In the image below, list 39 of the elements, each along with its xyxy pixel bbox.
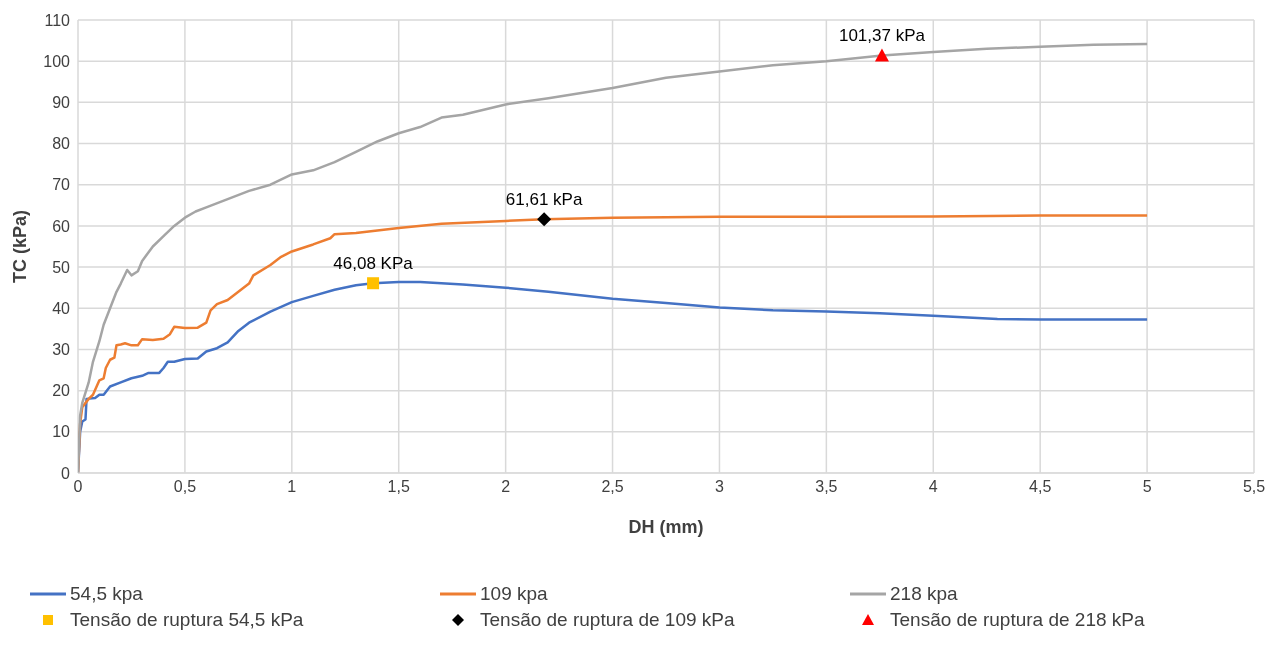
y-tick-label: 60 (52, 217, 71, 235)
data-label: 61,61 kPa (505, 189, 583, 209)
y-tick-label: 110 (44, 11, 71, 29)
legend-label: 109 kpa (480, 583, 548, 605)
y-tick-label: 30 (52, 341, 71, 359)
x-tick-label: 1 (287, 478, 297, 496)
y-tick-label: 100 (43, 52, 71, 70)
x-tick-label: 0,5 (173, 478, 197, 496)
legend-label: Tensão de ruptura de 109 kPa (480, 609, 735, 631)
y-tick-label: 80 (52, 135, 71, 153)
data-label: 46,08 KPa (333, 253, 414, 273)
x-tick-label: 2,5 (601, 478, 624, 496)
y-tick-label: 20 (52, 382, 71, 400)
x-tick-label: 5,5 (1242, 478, 1266, 496)
legend-label: Tensão de ruptura de 218 kPa (890, 609, 1145, 631)
y-tick-label: 40 (52, 299, 71, 317)
legend-label: 54,5 kpa (70, 583, 143, 605)
legend-label: Tensão de ruptura 54,5 kPa (70, 609, 304, 631)
data-label: 101,37 kPa (838, 26, 926, 46)
x-tick-label: 3 (715, 478, 724, 496)
y-tick-label: 70 (52, 176, 71, 194)
x-tick-label: 5 (1142, 478, 1152, 496)
y-tick-label: 90 (52, 94, 71, 112)
x-tick-label: 3,5 (815, 478, 838, 496)
y-axis-title: TC (kPa) (10, 209, 31, 284)
legend-label: 218 kpa (890, 583, 958, 605)
point (537, 212, 552, 227)
x-tick-label: 4,5 (1029, 478, 1052, 496)
y-tick-label: 10 (52, 423, 71, 441)
y-tick-label: 0 (61, 464, 71, 482)
x-tick-label: 0 (73, 478, 83, 496)
x-tick-label: 4 (928, 478, 938, 496)
x-axis-title: DH (mm) (628, 517, 704, 537)
y-tick-label: 50 (52, 258, 71, 276)
line-series (78, 42, 1149, 473)
x-tick-label: 2 (501, 478, 511, 496)
x-tick-label: 1,5 (387, 478, 410, 496)
point (874, 48, 889, 62)
point (367, 277, 380, 290)
